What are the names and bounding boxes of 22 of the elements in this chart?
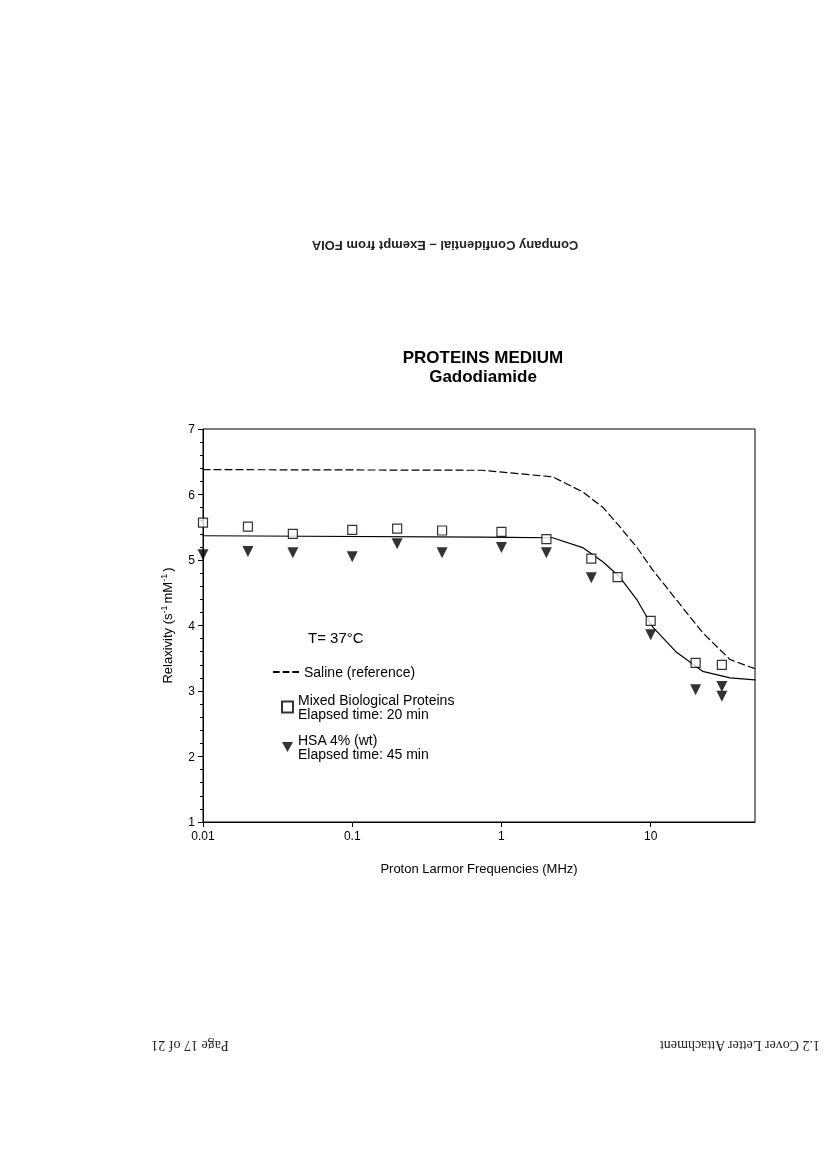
x-tick-label: 0.01 bbox=[191, 829, 215, 843]
y-tick-label: 7 bbox=[188, 422, 196, 436]
y-tick-label: 2 bbox=[188, 749, 196, 764]
x-tick-label: 1 bbox=[498, 829, 506, 843]
legend-label: Mixed Biological Proteins Elapsed time: 20 min bbox=[298, 692, 455, 722]
legend-label: HSA 4% (wt) Elapsed time: 45 min bbox=[298, 732, 429, 762]
chart-title: PROTEINS MEDIUM bbox=[402, 348, 564, 367]
y-tick-label: 5 bbox=[188, 553, 196, 567]
y-axis-title: Relaxivity (s-1mM-1) bbox=[158, 567, 175, 684]
y-tick-label: 1 bbox=[188, 815, 196, 829]
x-axis-title: Proton Larmor Frequencies (MHz) bbox=[380, 861, 578, 876]
x-tick-label: 10 bbox=[644, 829, 658, 843]
y-tick-label: 4 bbox=[188, 618, 196, 633]
text: Page 17 of 21 bbox=[151, 1037, 229, 1053]
text: 1.2 Cover Letter Attachment bbox=[659, 1037, 821, 1053]
x-tick-label: 0.1 bbox=[343, 829, 361, 843]
text: Company Confidential – Exempt from FOIA bbox=[311, 237, 579, 253]
annotation: T= 37°C bbox=[308, 629, 364, 646]
legend-label: Saline (reference) bbox=[304, 664, 416, 680]
y-tick-label: 6 bbox=[188, 487, 196, 502]
y-tick-label: 3 bbox=[188, 684, 196, 698]
chart-subtitle: Gadodiamide bbox=[429, 367, 537, 386]
